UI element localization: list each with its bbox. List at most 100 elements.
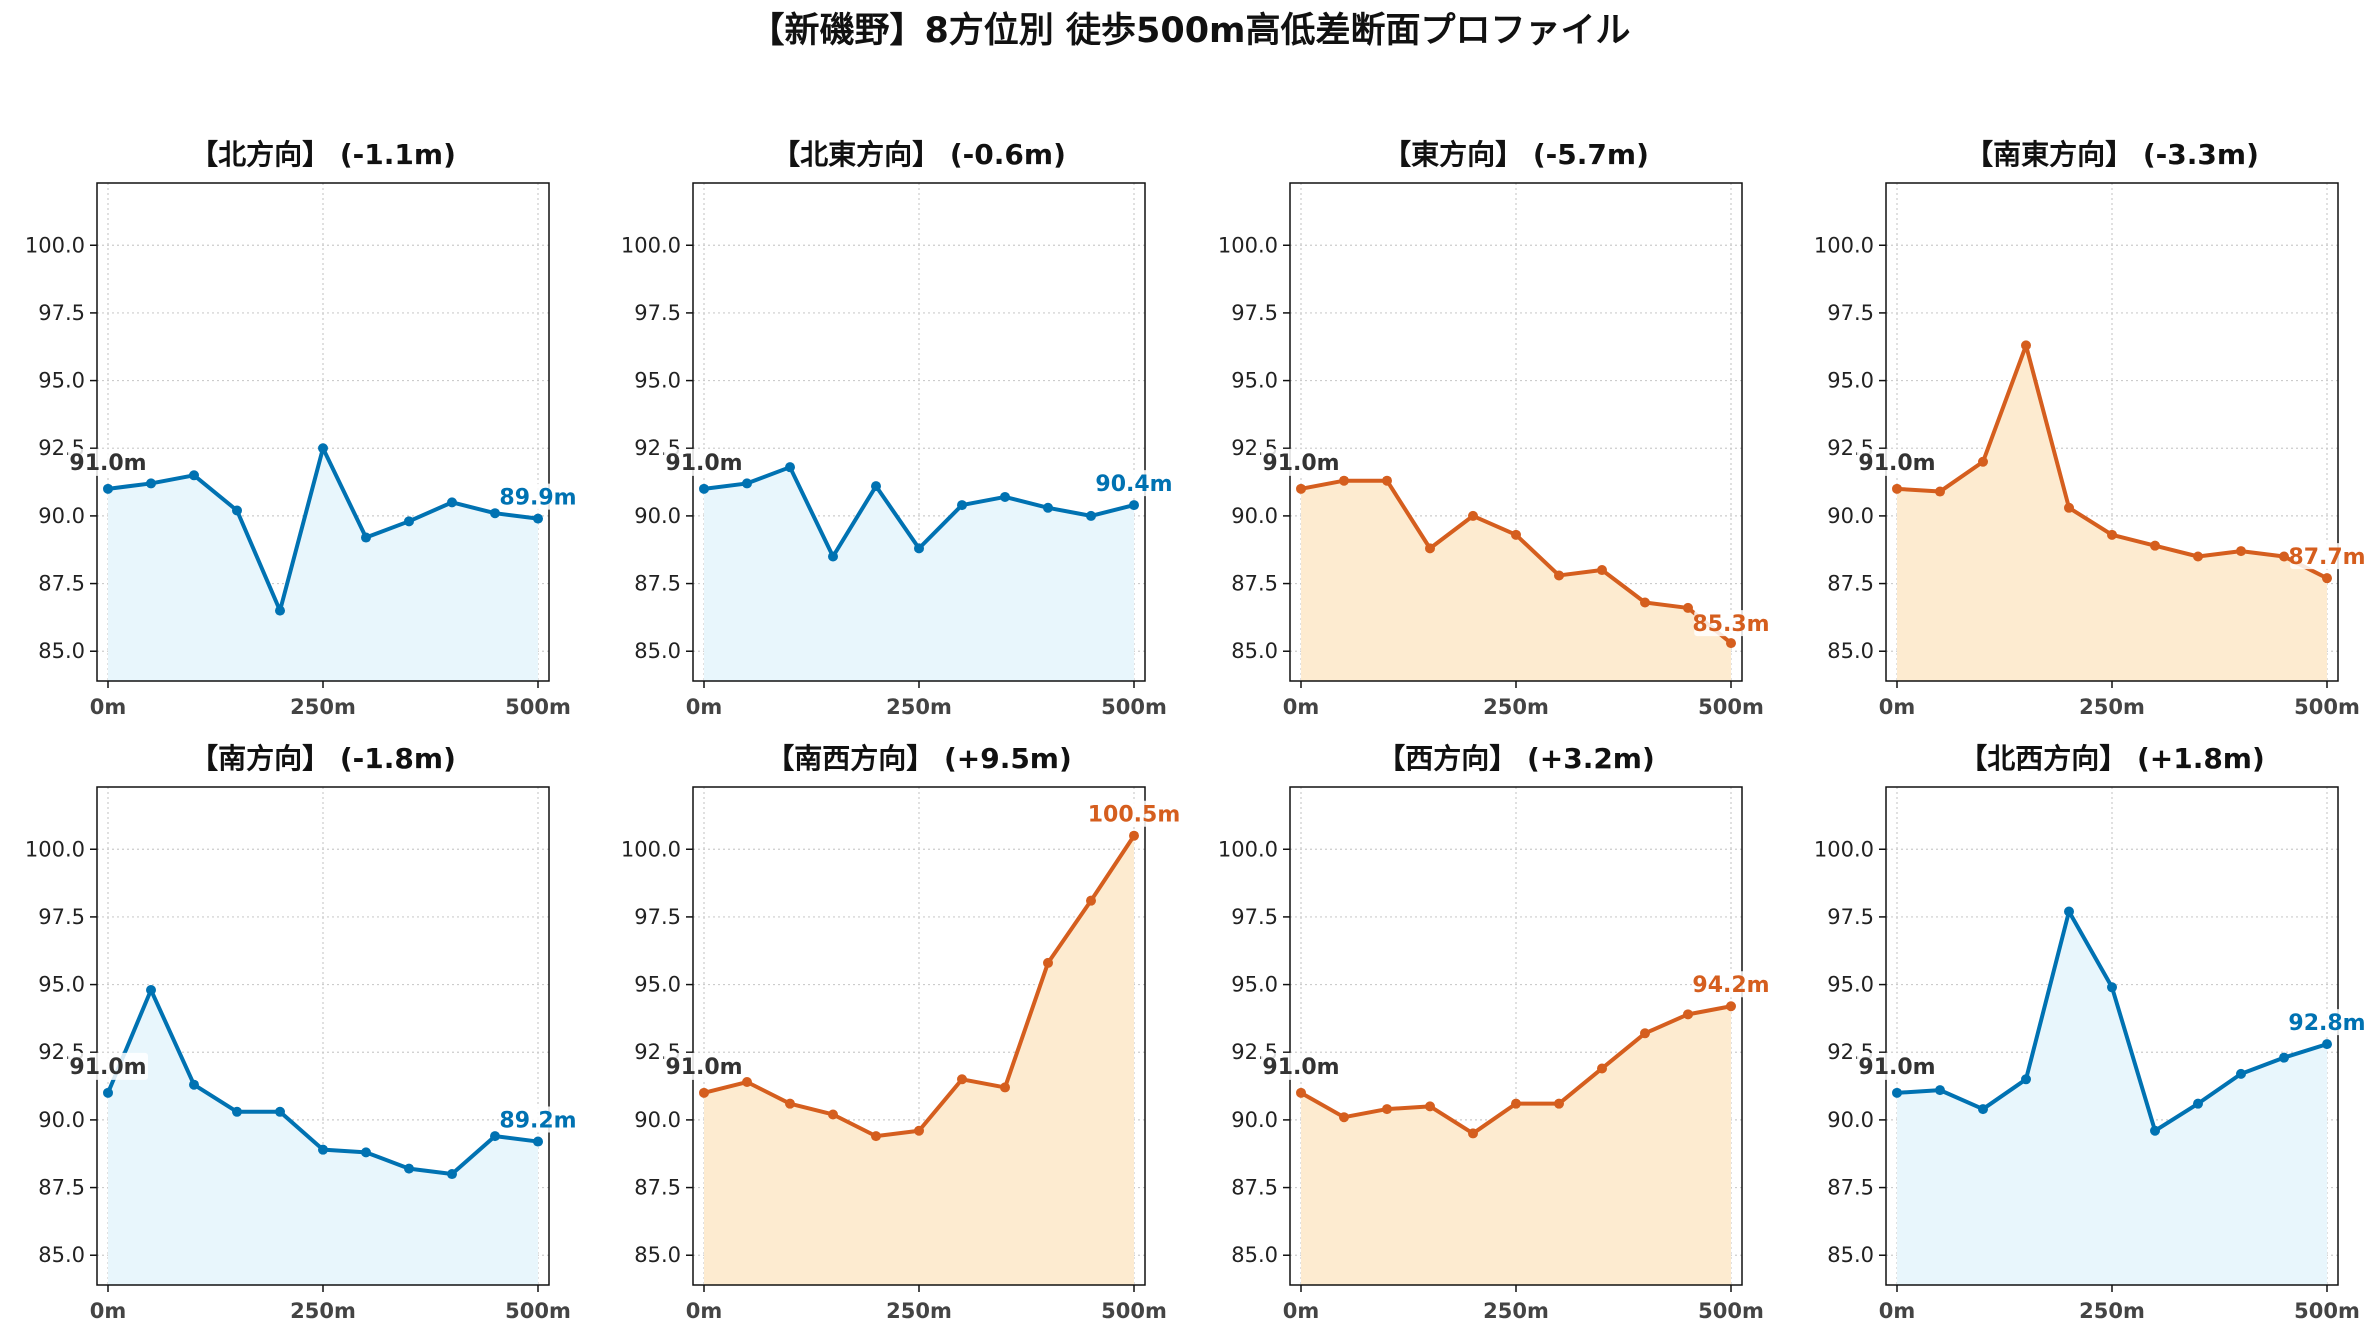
y-tick-label: 87.5 xyxy=(38,572,85,596)
x-tick-label: 250m xyxy=(2079,1299,2145,1323)
x-tick-label: 250m xyxy=(886,695,952,719)
x-tick-label: 0m xyxy=(1283,1299,1320,1323)
data-point xyxy=(1978,1104,1988,1115)
panel-title: 【南方向】 (-1.8m) xyxy=(190,742,456,775)
data-point xyxy=(1296,483,1306,494)
data-point xyxy=(146,478,156,489)
y-tick-label: 95.0 xyxy=(1827,369,1874,393)
end-label: 92.8m xyxy=(2288,1011,2365,1036)
end-label-bg xyxy=(2290,1009,2364,1036)
panel-title: 【西方向】 (+3.2m) xyxy=(1377,742,1655,775)
data-point xyxy=(742,1077,752,1088)
start-label: 91.0m xyxy=(1262,1055,1339,1080)
y-tick-label: 97.5 xyxy=(38,301,85,325)
data-point xyxy=(2322,1039,2332,1050)
y-tick-label: 87.5 xyxy=(1827,572,1874,596)
data-point xyxy=(1129,830,1139,841)
data-point xyxy=(2150,540,2160,551)
data-point xyxy=(146,984,156,995)
data-point xyxy=(2064,906,2074,917)
y-tick-label: 90.0 xyxy=(1827,504,1874,528)
start-label: 91.0m xyxy=(1858,451,1935,476)
start-label-bg xyxy=(1857,448,1937,476)
y-tick-label: 100.0 xyxy=(25,837,85,861)
data-point xyxy=(957,1074,967,1085)
data-point xyxy=(1296,1087,1306,1098)
y-tick-label: 97.5 xyxy=(1827,905,1874,929)
area-fill xyxy=(1897,345,2327,681)
data-point xyxy=(2150,1125,2160,1136)
start-label-bg xyxy=(664,448,744,476)
panel-title: 【北西方向】 (+1.8m) xyxy=(1959,742,2265,775)
data-point xyxy=(1726,1001,1736,1012)
x-tick-label: 0m xyxy=(90,695,127,719)
y-tick-label: 97.5 xyxy=(634,301,681,325)
data-point xyxy=(871,481,881,492)
x-tick-label: 250m xyxy=(886,1299,952,1323)
data-point xyxy=(447,497,457,508)
start-label-bg xyxy=(1261,1052,1341,1080)
data-point xyxy=(1468,510,1478,521)
data-point xyxy=(533,513,543,524)
data-point xyxy=(1683,1009,1693,1020)
y-tick-label: 90.0 xyxy=(38,504,85,528)
y-tick-label: 97.5 xyxy=(1827,301,1874,325)
data-point xyxy=(2322,573,2332,584)
y-tick-label: 100.0 xyxy=(621,837,681,861)
data-point xyxy=(1554,570,1564,581)
panel-title: 【北方向】 (-1.1m) xyxy=(190,138,456,171)
data-point xyxy=(2279,551,2289,562)
data-point xyxy=(1339,475,1349,486)
x-tick-label: 0m xyxy=(686,1299,723,1323)
data-point xyxy=(1554,1098,1564,1109)
y-tick-label: 95.0 xyxy=(1231,369,1278,393)
end-label: 89.2m xyxy=(499,1109,576,1134)
area-fill xyxy=(1301,1006,1731,1285)
x-tick-label: 0m xyxy=(1879,1299,1916,1323)
start-label-bg xyxy=(68,1052,148,1080)
end-label: 90.4m xyxy=(1095,472,1172,497)
end-label: 89.9m xyxy=(499,486,576,511)
data-point xyxy=(828,551,838,562)
data-point xyxy=(189,470,199,481)
end-label: 94.2m xyxy=(1692,973,1769,998)
x-tick-label: 500m xyxy=(505,695,571,719)
data-point xyxy=(2107,529,2117,540)
data-point xyxy=(275,605,285,616)
y-tick-label: 85.0 xyxy=(1231,1243,1278,1267)
y-tick-label: 97.5 xyxy=(1231,905,1278,929)
panel-title: 【東方向】 (-5.7m) xyxy=(1383,138,1649,171)
y-tick-label: 97.5 xyxy=(38,905,85,929)
data-point xyxy=(2021,1074,2031,1085)
start-label-bg xyxy=(1261,448,1341,476)
data-point xyxy=(1511,1098,1521,1109)
data-point xyxy=(2236,1068,2246,1079)
data-point xyxy=(785,462,795,473)
x-tick-label: 500m xyxy=(2294,1299,2360,1323)
x-tick-label: 500m xyxy=(2294,695,2360,719)
y-tick-label: 90.0 xyxy=(634,1108,681,1132)
x-tick-label: 250m xyxy=(1483,695,1549,719)
y-tick-label: 87.5 xyxy=(634,572,681,596)
data-point xyxy=(1683,602,1693,613)
data-point xyxy=(533,1136,543,1147)
end-label-bg xyxy=(1694,610,1768,637)
x-tick-label: 500m xyxy=(1101,1299,1167,1323)
y-tick-label: 100.0 xyxy=(25,233,85,257)
data-point xyxy=(1043,502,1053,513)
y-tick-label: 90.0 xyxy=(1827,1108,1874,1132)
y-tick-label: 100.0 xyxy=(621,233,681,257)
data-point xyxy=(1597,565,1607,576)
panel-title: 【南西方向】 (+9.5m) xyxy=(766,742,1072,775)
end-label: 87.7m xyxy=(2288,545,2365,570)
data-point xyxy=(1935,486,1945,497)
y-tick-label: 90.0 xyxy=(38,1108,85,1132)
x-tick-label: 250m xyxy=(290,1299,356,1323)
y-tick-label: 90.0 xyxy=(634,504,681,528)
